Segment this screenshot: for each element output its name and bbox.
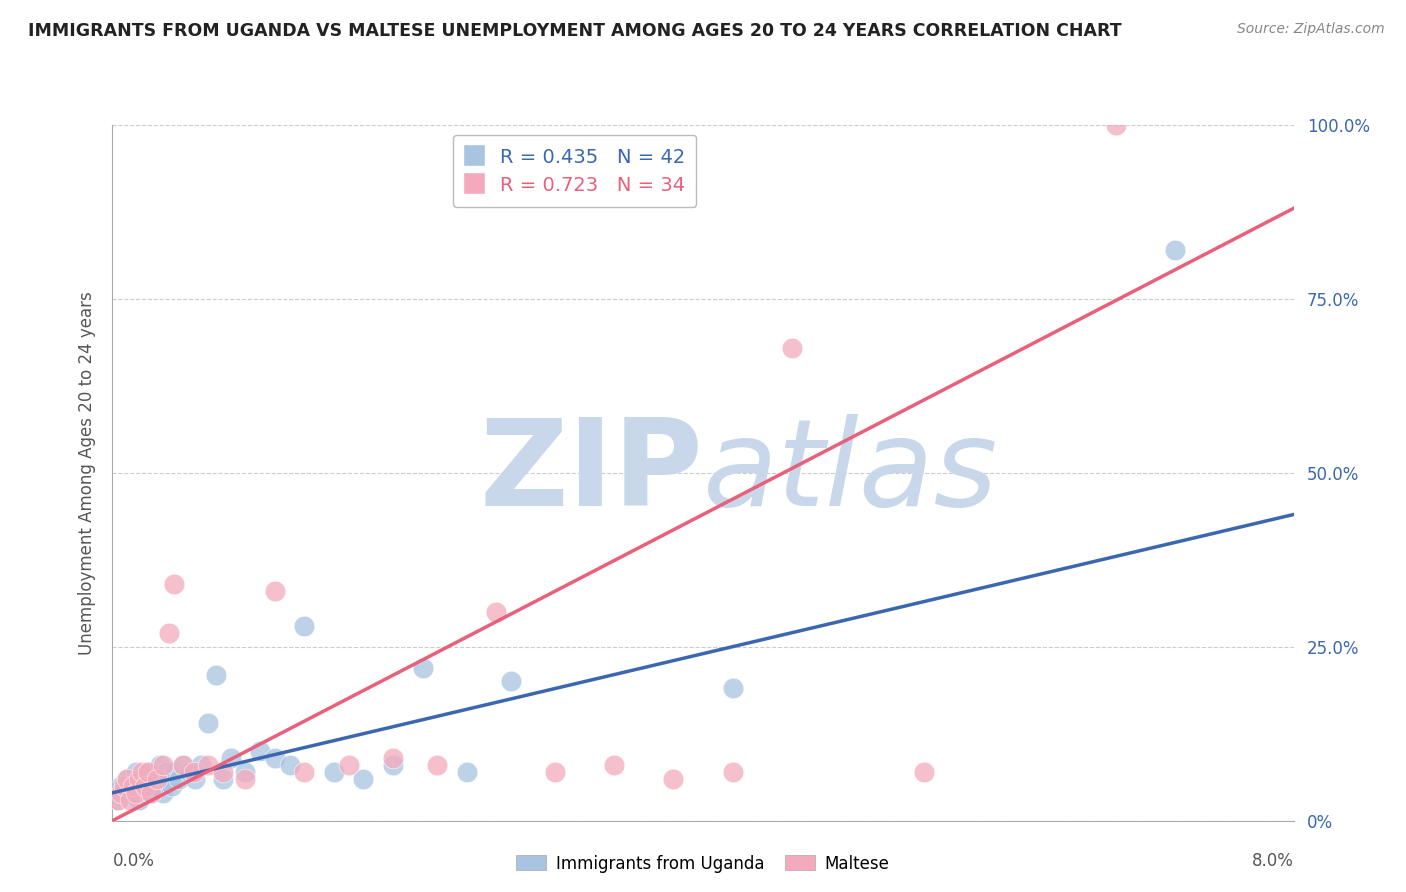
Point <box>292 619 315 633</box>
Point <box>167 772 190 786</box>
Text: ZIP: ZIP <box>479 414 703 532</box>
Point <box>264 584 287 599</box>
Point <box>233 764 256 779</box>
Point <box>183 764 205 779</box>
Point <box>721 681 744 696</box>
Point <box>197 716 219 731</box>
Point <box>149 758 172 772</box>
Point <box>381 751 405 765</box>
Point <box>662 772 685 786</box>
Point <box>278 758 301 772</box>
Point <box>292 764 315 779</box>
Point <box>485 605 508 619</box>
Point <box>122 779 145 793</box>
Point <box>125 786 148 800</box>
Point <box>914 764 936 779</box>
Point <box>501 674 523 689</box>
Point <box>197 758 219 772</box>
Point <box>205 667 228 681</box>
Point <box>117 772 138 786</box>
Point <box>780 341 803 355</box>
Point <box>107 793 129 807</box>
Point <box>125 764 148 779</box>
Point <box>146 779 169 793</box>
Point <box>134 779 156 793</box>
Text: Source: ZipAtlas.com: Source: ZipAtlas.com <box>1237 22 1385 37</box>
Point <box>184 772 207 786</box>
Point <box>117 772 138 786</box>
Point <box>1105 118 1128 132</box>
Point <box>381 758 405 772</box>
Point <box>136 764 159 779</box>
Point <box>110 779 132 793</box>
Point <box>233 772 256 786</box>
Point <box>212 764 235 779</box>
Point <box>131 764 153 779</box>
Point <box>157 772 180 786</box>
Point <box>264 751 287 765</box>
Point <box>337 758 360 772</box>
Point <box>152 758 174 772</box>
Text: IMMIGRANTS FROM UGANDA VS MALTESE UNEMPLOYMENT AMONG AGES 20 TO 24 YEARS CORRELA: IMMIGRANTS FROM UGANDA VS MALTESE UNEMPL… <box>28 22 1122 40</box>
Point <box>136 764 159 779</box>
Point <box>139 786 162 800</box>
Text: 8.0%: 8.0% <box>1251 852 1294 870</box>
Point <box>172 758 194 772</box>
Point <box>179 764 201 779</box>
Point <box>134 779 156 793</box>
Point <box>122 779 145 793</box>
Point <box>131 772 153 786</box>
Point <box>456 764 478 779</box>
Point <box>412 660 434 674</box>
Legend: R = 0.435   N = 42, R = 0.723   N = 34: R = 0.435 N = 42, R = 0.723 N = 34 <box>453 135 696 207</box>
Point <box>155 764 177 779</box>
Point <box>152 786 174 800</box>
Point <box>1164 243 1187 257</box>
Point <box>163 577 186 591</box>
Point <box>603 758 626 772</box>
Point <box>323 764 346 779</box>
Point <box>120 786 142 800</box>
Point <box>120 793 142 807</box>
Point <box>163 764 186 779</box>
Point <box>249 744 271 758</box>
Point <box>107 793 129 807</box>
Point <box>544 764 567 779</box>
Point <box>721 764 744 779</box>
Point <box>142 772 165 786</box>
Point <box>110 786 132 800</box>
Y-axis label: Unemployment Among Ages 20 to 24 years: Unemployment Among Ages 20 to 24 years <box>77 291 96 655</box>
Point <box>190 758 212 772</box>
Point <box>146 772 169 786</box>
Point <box>112 779 135 793</box>
Point <box>128 793 150 807</box>
Point <box>128 772 150 786</box>
Point <box>172 758 194 772</box>
Point <box>219 751 242 765</box>
Point <box>112 786 135 800</box>
Legend: Immigrants from Uganda, Maltese: Immigrants from Uganda, Maltese <box>509 848 897 880</box>
Point <box>139 786 162 800</box>
Text: atlas: atlas <box>703 414 998 532</box>
Point <box>426 758 449 772</box>
Point <box>160 779 183 793</box>
Point <box>352 772 374 786</box>
Point <box>212 772 235 786</box>
Point <box>157 625 180 640</box>
Text: 0.0%: 0.0% <box>112 852 155 870</box>
